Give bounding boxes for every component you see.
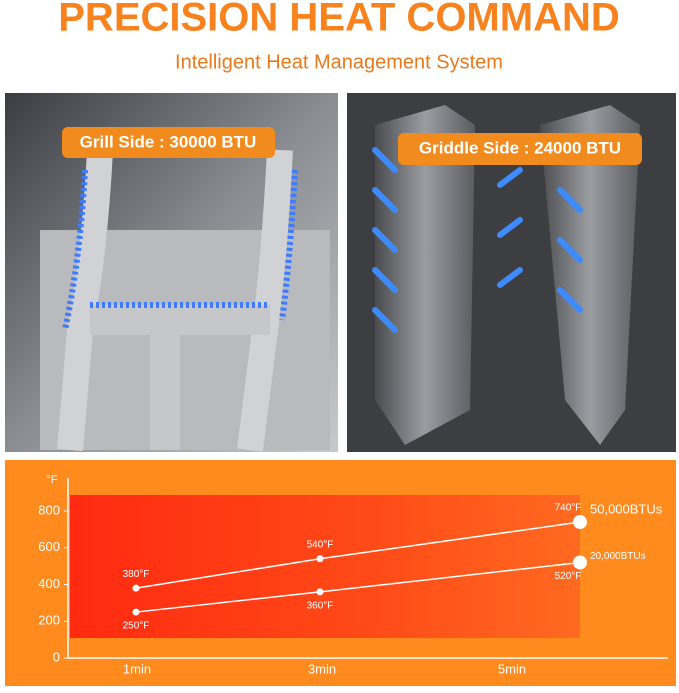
- y-tick-label: 600: [38, 539, 60, 554]
- plot-area: [70, 495, 580, 638]
- y-tick-label: 400: [38, 576, 60, 591]
- label-box: [398, 133, 642, 165]
- value-label: 250°F: [123, 621, 150, 632]
- heat-tent: [375, 105, 475, 445]
- y-tick-label: 0: [53, 649, 60, 664]
- value-label: 540°F: [307, 539, 334, 550]
- value-label: 520°F: [555, 571, 582, 582]
- data-point: [132, 584, 140, 592]
- series-name: 50,000BTUs: [590, 501, 663, 516]
- heat-tent: [540, 105, 640, 445]
- y-tick-label: 200: [38, 613, 60, 628]
- x-tick-label: 5min: [498, 661, 526, 676]
- flames: [62, 169, 298, 331]
- y-tick-label: 800: [38, 502, 60, 517]
- data-point: [316, 555, 324, 563]
- griddle-label: Griddle Side : 24000 BTU: [419, 138, 621, 157]
- value-label: 740°F: [555, 503, 582, 514]
- series-name: 20,000BTUs: [590, 551, 646, 562]
- y-axis-label: °F: [46, 474, 57, 486]
- title: PRECISION HEAT COMMAND: [58, 0, 619, 40]
- value-label: 380°F: [123, 569, 150, 580]
- subtitle: Intelligent Heat Management System: [175, 51, 503, 73]
- data-point: [132, 608, 140, 616]
- label-box: [62, 127, 275, 158]
- chart: °F 0 200 400 600 800 1min 3min 5min 380°F 540°F 740…: [38, 474, 668, 676]
- x-tick-label: 3min: [308, 661, 336, 676]
- burner-tube: [57, 149, 113, 452]
- burner-tube: [90, 305, 270, 450]
- grill-label: Grill Side : 30000 BTU: [80, 132, 257, 151]
- data-point: [573, 555, 587, 570]
- data-point: [573, 515, 587, 530]
- value-label: 360°F: [307, 600, 334, 611]
- flames: [372, 147, 583, 333]
- x-tick-label: 1min: [123, 661, 151, 676]
- data-point: [316, 588, 324, 596]
